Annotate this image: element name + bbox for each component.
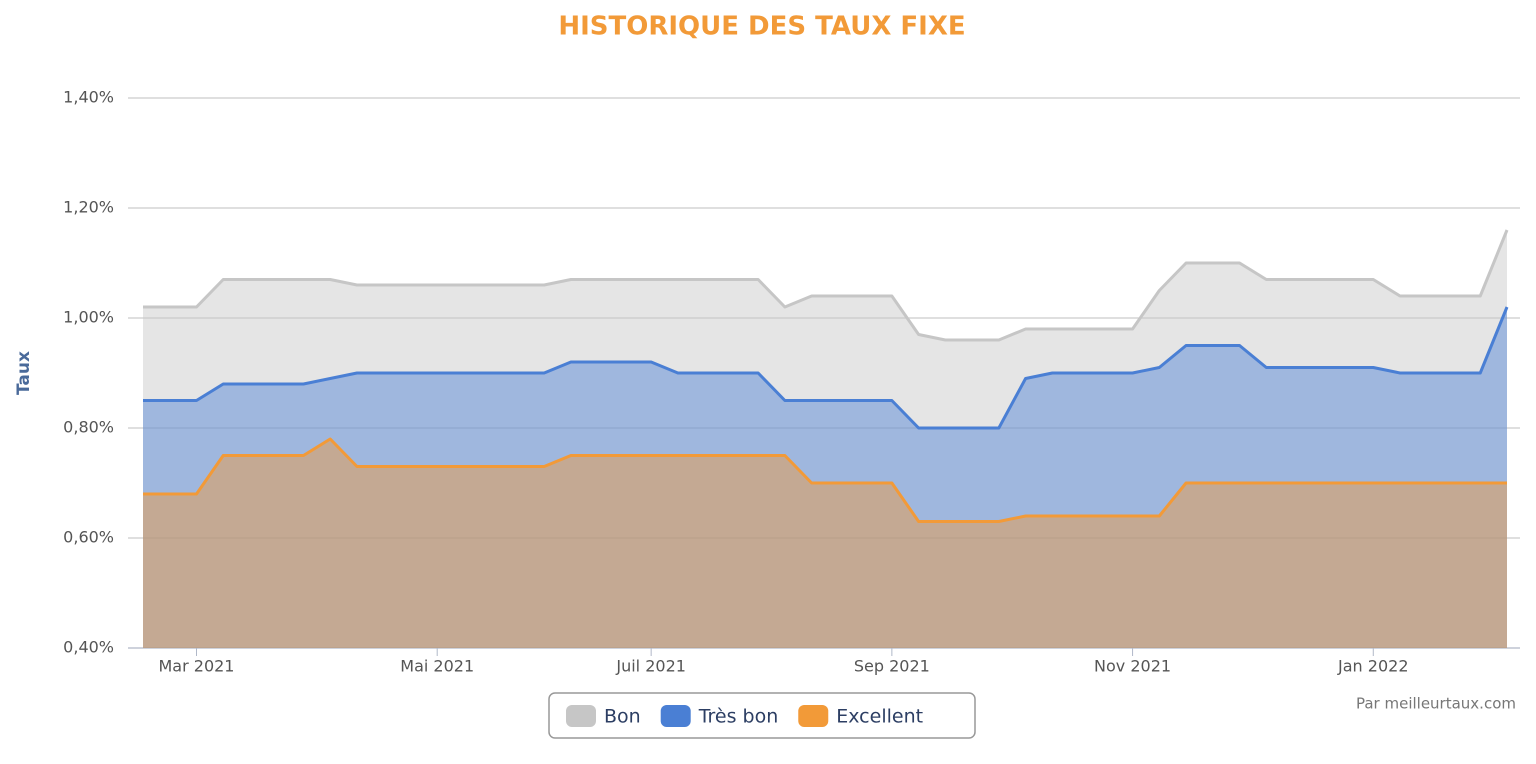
series-line: [143, 437, 1507, 523]
x-tick-label: Jan 2022: [1337, 657, 1408, 676]
series-line: [143, 229, 1509, 342]
legend-label[interactable]: Très bon: [698, 706, 779, 728]
x-tick-label: Mar 2021: [158, 657, 234, 676]
legend-box: [548, 692, 976, 739]
y-tick-label: 1,40%: [63, 88, 114, 107]
area-fill: [143, 439, 1507, 648]
y-axis-title: Taux: [14, 351, 34, 395]
x-tick-label: Juil 2021: [615, 657, 686, 676]
area-fill: [143, 230, 1507, 648]
y-tick-label: 0,60%: [63, 528, 114, 547]
legend-swatch[interactable]: [566, 705, 596, 727]
y-tick-label: 1,00%: [63, 308, 114, 327]
y-tick-label: 0,80%: [63, 418, 114, 437]
legend-label[interactable]: Bon: [604, 706, 641, 728]
legend-label[interactable]: Excellent: [836, 706, 923, 728]
series-line: [143, 306, 1509, 430]
chart-title: HISTORIQUE DES TAUX FIXE: [558, 12, 965, 42]
y-tick-label: 1,20%: [63, 198, 114, 217]
credit: Par meilleurtaux.com: [1356, 695, 1516, 713]
area-fill: [143, 307, 1507, 648]
legend-swatch[interactable]: [798, 705, 829, 727]
x-tick-label: Mai 2021: [400, 657, 474, 676]
legend-swatch[interactable]: [660, 705, 691, 727]
x-tick-label: Nov 2021: [1094, 657, 1171, 676]
x-tick-label: Sep 2021: [854, 657, 930, 676]
y-tick-label: 0,40%: [63, 638, 114, 657]
